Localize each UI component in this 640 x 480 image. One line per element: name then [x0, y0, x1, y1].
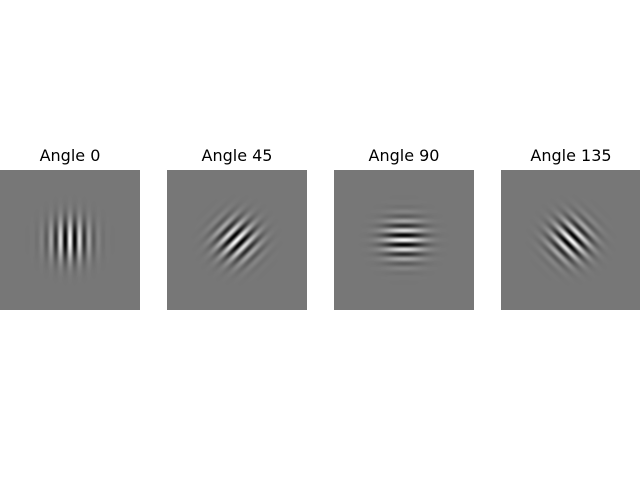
panel-title: Angle 90 [368, 146, 440, 165]
panel-title: Angle 45 [201, 146, 273, 165]
gabor-filter-image [167, 170, 307, 310]
gabor-panel-angle-135: Angle 135 [501, 144, 640, 310]
gabor-panel-angle-0: Angle 0 [0, 144, 140, 310]
panel-title: Angle 135 [530, 146, 612, 165]
gabor-panel-angle-90: Angle 90 [334, 144, 474, 310]
gabor-filter-image [501, 170, 640, 310]
gabor-panel-angle-45: Angle 45 [167, 144, 307, 310]
panel-title: Angle 0 [39, 146, 101, 165]
gabor-filter-image [334, 170, 474, 310]
gabor-filter-image [0, 170, 140, 310]
